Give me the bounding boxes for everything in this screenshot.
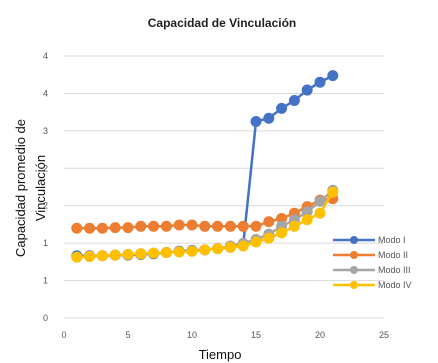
data-point: [263, 113, 274, 124]
x-tick-label: 5: [125, 330, 130, 340]
data-point: [97, 223, 108, 234]
series-group: [71, 70, 338, 262]
x-axis-label: Tiempo: [199, 347, 242, 362]
data-point: [123, 222, 134, 233]
chart-title: Capacidad de Vinculación: [148, 16, 297, 30]
y-axis-label-line1: Capacidad promedio de: [13, 119, 28, 257]
y-tick-label: 4: [43, 51, 48, 61]
legend-marker: [350, 236, 358, 244]
data-point: [161, 221, 172, 232]
data-point: [148, 248, 159, 259]
data-point: [238, 221, 249, 232]
legend-item: Modo IV: [333, 280, 412, 290]
legend-marker: [350, 281, 358, 289]
data-point: [161, 247, 172, 258]
data-point: [225, 242, 236, 253]
data-point: [84, 223, 95, 234]
y-axis-label-line2: Vinculación: [33, 155, 48, 221]
legend-label: Modo IV: [378, 280, 412, 290]
data-point: [212, 221, 223, 232]
y-tick-label: 1: [43, 276, 48, 286]
y-tick-label: 4: [43, 88, 48, 98]
data-point: [174, 246, 185, 257]
data-point: [263, 216, 274, 227]
legend-label: Modo I: [378, 235, 406, 245]
data-point: [110, 250, 121, 261]
data-point: [276, 103, 287, 114]
data-point: [71, 252, 82, 263]
legend-label: Modo II: [378, 250, 408, 260]
data-point: [302, 214, 313, 225]
data-point: [174, 219, 185, 230]
data-point: [289, 221, 300, 232]
x-tick-label: 20: [315, 330, 325, 340]
data-point: [302, 85, 313, 96]
y-tick-label: 3: [43, 126, 48, 136]
legend-item: Modo II: [333, 250, 408, 260]
data-point: [251, 237, 262, 248]
data-point: [187, 219, 198, 230]
y-tick-label: 1: [43, 238, 48, 248]
data-point: [315, 208, 326, 219]
legend-item: Modo III: [333, 265, 411, 275]
data-point: [97, 250, 108, 261]
data-point: [148, 221, 159, 232]
data-point: [327, 187, 338, 198]
x-tick-label: 0: [61, 330, 66, 340]
legend-marker: [350, 266, 358, 274]
data-point: [187, 246, 198, 257]
data-point: [251, 116, 262, 127]
series-modo-i: [71, 70, 338, 261]
x-tick-label: 15: [251, 330, 261, 340]
data-point: [276, 227, 287, 238]
data-point: [251, 221, 262, 232]
data-point: [135, 248, 146, 259]
y-tick-label: 0: [43, 313, 48, 323]
data-point: [71, 223, 82, 234]
data-point: [225, 221, 236, 232]
data-point: [123, 249, 134, 260]
data-point: [263, 233, 274, 244]
legend-label: Modo III: [378, 265, 411, 275]
x-tick-label: 25: [379, 330, 389, 340]
legend-marker: [350, 251, 358, 259]
data-point: [327, 70, 338, 81]
data-point: [110, 222, 121, 233]
data-point: [199, 244, 210, 255]
data-point: [84, 251, 95, 262]
data-point: [289, 95, 300, 106]
data-point: [199, 221, 210, 232]
x-tick-label: 10: [187, 330, 197, 340]
x-axis-ticks: 0 5 10 15 20 25: [61, 330, 389, 340]
data-point: [315, 77, 326, 88]
data-point: [135, 221, 146, 232]
data-point: [212, 243, 223, 254]
data-point: [238, 240, 249, 251]
